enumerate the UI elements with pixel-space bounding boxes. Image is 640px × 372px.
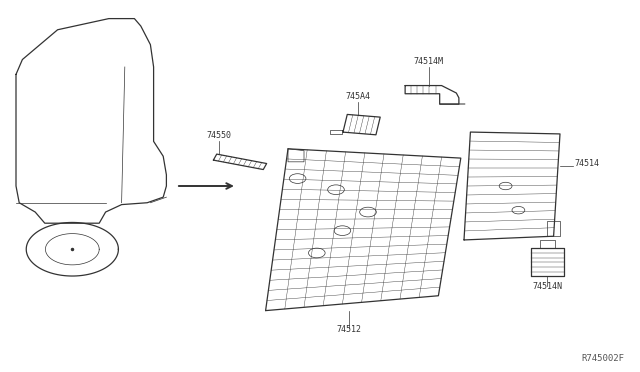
Text: 74514N: 74514N [532,282,562,291]
Text: 74514: 74514 [575,158,600,167]
Text: 74550: 74550 [206,131,231,141]
Text: 745A4: 745A4 [346,92,371,101]
Text: R745002F: R745002F [581,354,624,363]
Text: 74512: 74512 [336,325,362,334]
Text: 74514M: 74514M [414,57,444,66]
